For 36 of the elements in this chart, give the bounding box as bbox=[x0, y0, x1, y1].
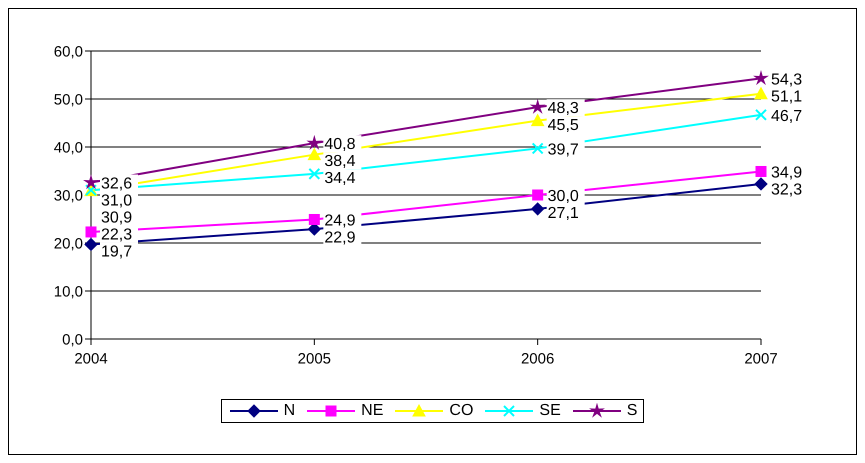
data-label: 54,3 bbox=[771, 71, 802, 88]
data-label: 27,1 bbox=[548, 205, 579, 222]
y-tick-label: 60,0 bbox=[54, 43, 83, 60]
data-label: 48,3 bbox=[548, 100, 579, 118]
legend-label: N bbox=[284, 402, 296, 420]
y-tick-label: 50,0 bbox=[54, 91, 83, 108]
y-tick-label: 30,0 bbox=[54, 187, 83, 204]
y-tick-label: 0,0 bbox=[62, 331, 83, 348]
x-tick-label: 2005 bbox=[298, 350, 332, 368]
data-label: 39,7 bbox=[548, 141, 579, 158]
data-label: 45,5 bbox=[548, 117, 579, 134]
x-tick-label: 2006 bbox=[520, 350, 554, 368]
data-label: 31,0 bbox=[101, 192, 132, 210]
data-label: 38,4 bbox=[324, 153, 356, 170]
x-tick-label: 2007 bbox=[744, 350, 778, 368]
y-tick-label: 10,0 bbox=[54, 283, 83, 300]
legend-label: CO bbox=[449, 402, 474, 420]
x-tick-label: 2004 bbox=[74, 350, 108, 368]
data-label: 34,9 bbox=[771, 164, 802, 182]
data-label: 32,6 bbox=[101, 176, 132, 193]
data-label: 40,8 bbox=[324, 136, 356, 154]
y-tick-label: 20,0 bbox=[54, 235, 83, 252]
data-label: 22,9 bbox=[324, 229, 356, 246]
data-label: 30,0 bbox=[548, 188, 579, 205]
data-label: 30,9 bbox=[101, 210, 132, 227]
data-label: 32,3 bbox=[771, 181, 802, 198]
data-label: 46,7 bbox=[771, 108, 802, 125]
data-label: 22,3 bbox=[101, 226, 132, 244]
data-label: 24,9 bbox=[324, 212, 356, 230]
legend-label: S bbox=[626, 402, 638, 420]
data-label: 19,7 bbox=[101, 244, 132, 261]
legend-label: SE bbox=[539, 402, 561, 420]
y-tick-label: 40,0 bbox=[54, 139, 83, 156]
data-label: 51,1 bbox=[771, 88, 802, 106]
legend-label: NE bbox=[361, 402, 384, 420]
data-label: 34,4 bbox=[324, 170, 356, 188]
